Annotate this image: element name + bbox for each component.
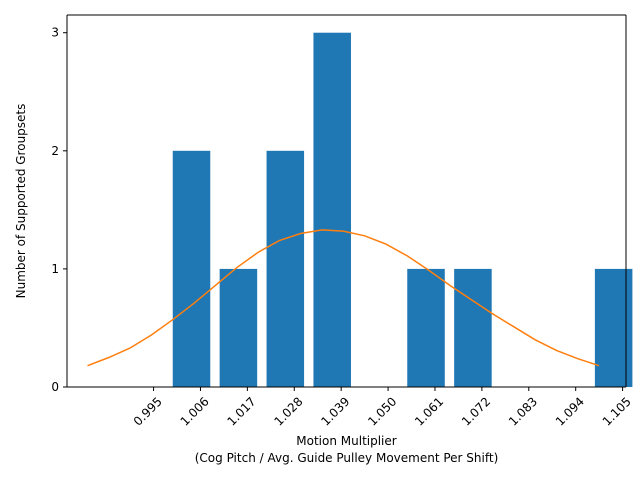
y-tick-label: 1 — [51, 262, 59, 276]
x-tick-label: 1.028 — [271, 394, 305, 428]
x-tick-label: 1.105 — [600, 394, 634, 428]
bar-5 — [454, 268, 492, 387]
y-ticks-group: 0 1 2 3 — [51, 26, 67, 394]
bars-group — [172, 32, 633, 387]
bar-1 — [219, 268, 258, 387]
bar-2 — [266, 150, 305, 387]
x-axis-label-subtitle: (Cog Pitch / Avg. Guide Pulley Movement … — [195, 451, 499, 465]
y-tick-label: 0 — [51, 380, 59, 394]
y-axis-label: Number of Supported Groupsets — [14, 104, 28, 299]
x-tick-label: 1.050 — [365, 394, 399, 428]
x-tick-label: 1.083 — [506, 394, 540, 428]
axes-group — [66, 14, 627, 388]
x-tick-label: 1.094 — [553, 394, 587, 428]
bar-6 — [594, 268, 633, 387]
fit-curve-line — [87, 229, 600, 367]
x-ticks-group: 0.995 1.006 1.017 1.028 1.039 1.050 1.061 1.072… — [131, 387, 634, 429]
x-tick-label: 1.039 — [318, 394, 352, 428]
y-tick-label: 3 — [51, 26, 59, 40]
x-tick-label: 1.072 — [459, 394, 493, 428]
y-tick-label: 2 — [51, 144, 59, 158]
x-axis-label: Motion Multiplier — [296, 434, 396, 448]
bar-0 — [172, 150, 211, 387]
x-tick-label: 1.061 — [412, 394, 446, 428]
bar-3 — [313, 32, 351, 387]
bar-4 — [407, 268, 445, 387]
x-tick-label: 0.995 — [131, 394, 165, 428]
curve-group — [87, 229, 600, 367]
x-tick-label: 1.017 — [225, 394, 259, 428]
x-tick-label: 1.006 — [178, 394, 212, 428]
